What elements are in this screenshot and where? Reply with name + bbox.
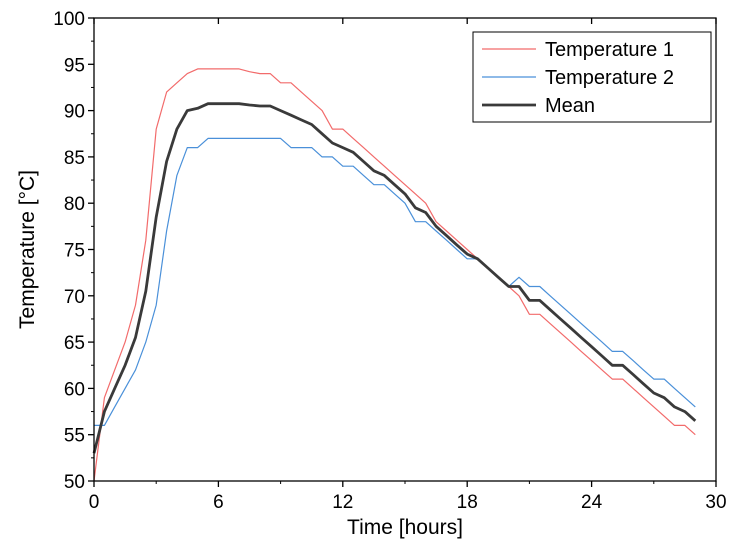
legend: Temperature 1 Temperature 2 Mean bbox=[472, 31, 712, 123]
y-tick-label: 95 bbox=[64, 55, 85, 76]
x-axis-title: Time [hours] bbox=[347, 516, 463, 539]
series-line-3 bbox=[92, 102, 697, 454]
series-line-1 bbox=[93, 68, 696, 482]
x-tick-label: 6 bbox=[213, 492, 224, 513]
axes: 0 6 12 18 24 30 50 55 60 65 70 75 80 85 90 95 100 bbox=[53, 9, 726, 513]
legend-label: Temperature 1 bbox=[545, 39, 674, 61]
x-tick-label: 18 bbox=[457, 492, 478, 513]
y-tick-label: 70 bbox=[64, 287, 85, 308]
y-tick-label: 80 bbox=[64, 194, 85, 215]
y-tick-label: 85 bbox=[64, 148, 85, 169]
y-tick-label: 100 bbox=[53, 9, 85, 30]
x-tick-label: 30 bbox=[705, 492, 726, 513]
legend-label: Mean bbox=[545, 95, 595, 117]
y-tick-label: 55 bbox=[64, 426, 85, 447]
y-tick-label: 60 bbox=[64, 379, 85, 400]
x-tick-label: 24 bbox=[581, 492, 603, 513]
plot-area bbox=[92, 68, 697, 482]
series-line-2 bbox=[94, 137, 696, 426]
y-tick-label: 90 bbox=[64, 102, 85, 123]
y-tick-label: 50 bbox=[64, 472, 85, 493]
legend-label: Temperature 2 bbox=[545, 67, 674, 89]
x-tick-label: 12 bbox=[332, 492, 353, 513]
x-tick-label: 0 bbox=[89, 492, 100, 513]
y-axis-title: Temperature [°C] bbox=[16, 170, 39, 329]
y-tick-label: 65 bbox=[64, 333, 85, 354]
y-tick-label: 75 bbox=[64, 241, 85, 262]
